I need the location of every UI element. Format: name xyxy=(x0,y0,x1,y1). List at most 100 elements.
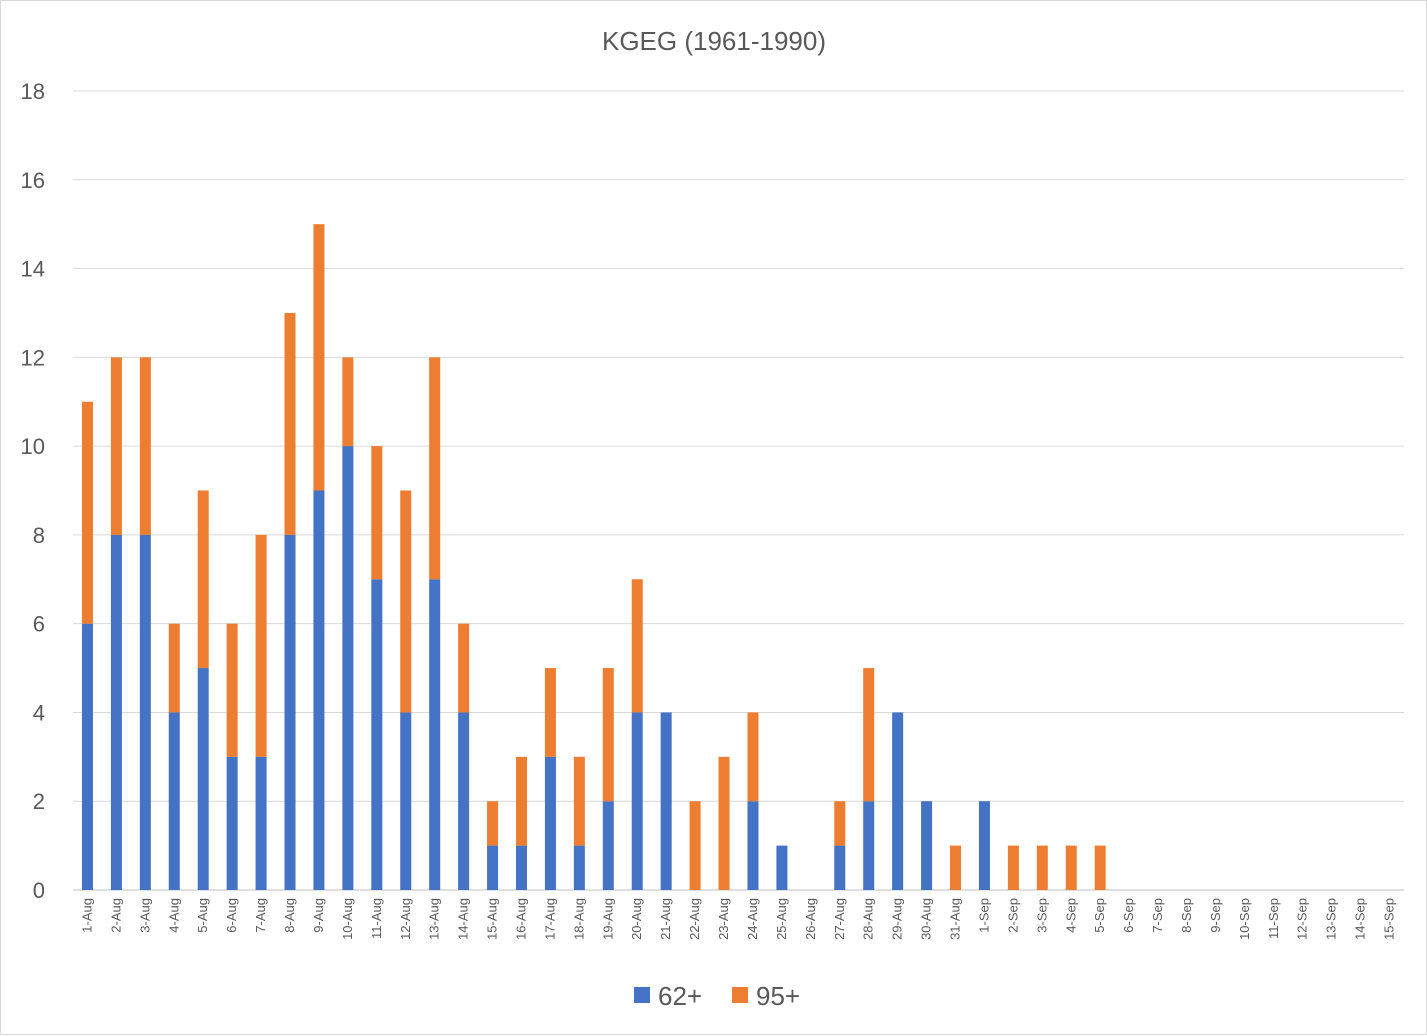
bar-series-62 xyxy=(573,845,585,890)
bar-series-95 xyxy=(429,357,441,580)
bar-series-62 xyxy=(834,845,846,890)
bar-series-62 xyxy=(429,579,441,890)
bar-series-95 xyxy=(1007,845,1019,890)
bar-series-95 xyxy=(400,490,412,713)
bar-series-95 xyxy=(284,312,296,535)
x-tick-label: 27-Aug xyxy=(832,898,847,940)
bar-series-95 xyxy=(458,623,470,713)
x-tick-label: 21-Aug xyxy=(658,898,673,940)
x-tick-label: 9-Sep xyxy=(1208,898,1223,933)
bar-series-62 xyxy=(313,490,325,890)
gridlines xyxy=(73,90,1404,891)
y-tick-label: 8 xyxy=(33,523,45,548)
x-tick-label: 2-Sep xyxy=(1005,898,1020,933)
bar-series-62 xyxy=(660,712,672,890)
legend-label-62: 62+ xyxy=(658,981,702,1011)
x-tick-label: 5-Aug xyxy=(195,898,210,933)
x-tick-label: 4-Aug xyxy=(166,898,181,933)
bar-series-95 xyxy=(573,756,585,846)
x-tick-label: 24-Aug xyxy=(745,898,760,940)
x-tick-label: 7-Sep xyxy=(1150,898,1165,933)
bar-series-95 xyxy=(1094,845,1106,890)
bar-series-62 xyxy=(400,712,412,890)
bar-series-62 xyxy=(81,623,93,890)
legend: 62+ 95+ xyxy=(634,981,800,1011)
bar-series-95 xyxy=(110,357,122,535)
y-tick-label: 14 xyxy=(21,257,45,282)
x-tick-label: 7-Aug xyxy=(253,898,268,933)
x-axis-ticks: 1-Aug 2-Aug 3-Aug 4-Aug 5-Aug 6-Aug 7-Aug 8-Aug… xyxy=(79,898,1396,940)
x-tick-label: 20-Aug xyxy=(629,898,644,940)
bar-series-62 xyxy=(458,712,470,890)
bar-series-95 xyxy=(1065,845,1077,890)
x-tick-label: 11-Aug xyxy=(369,898,384,939)
bar-series-62 xyxy=(139,534,151,890)
bar-series-62 xyxy=(371,579,383,890)
bar-series-62 xyxy=(544,756,556,890)
bar-series-62 xyxy=(602,801,614,890)
bar-series-95 xyxy=(863,668,875,802)
x-tick-label: 30-Aug xyxy=(919,898,934,940)
x-tick-label: 3-Aug xyxy=(137,898,152,933)
x-tick-label: 3-Sep xyxy=(1034,898,1049,933)
x-tick-label: 6-Sep xyxy=(1121,898,1136,933)
bar-series-62 xyxy=(110,534,122,890)
bar-series-62 xyxy=(892,712,904,890)
x-tick-label: 12-Sep xyxy=(1295,898,1310,940)
y-tick-label: 12 xyxy=(21,345,45,370)
bar-series-62 xyxy=(631,712,643,890)
bar-series-62 xyxy=(255,756,267,890)
x-tick-label: 12-Aug xyxy=(398,898,413,940)
bar-series-95 xyxy=(371,446,383,580)
x-tick-label: 31-Aug xyxy=(948,898,963,940)
x-tick-label: 26-Aug xyxy=(803,898,818,940)
bar-series-62 xyxy=(978,801,990,890)
y-tick-label: 6 xyxy=(33,612,45,637)
x-tick-label: 25-Aug xyxy=(774,898,789,940)
bar-series-62 xyxy=(342,446,354,890)
bar-series-62 xyxy=(487,845,499,890)
bar-series-62 xyxy=(776,845,788,890)
bar-series-95 xyxy=(950,845,962,890)
bar-series-62 xyxy=(168,712,180,890)
bar-series-95 xyxy=(342,357,354,447)
x-tick-label: 16-Aug xyxy=(513,898,528,940)
x-tick-label: 19-Aug xyxy=(600,898,615,940)
bar-series-95 xyxy=(689,801,701,890)
bar-series-62 xyxy=(863,801,875,890)
x-tick-label: 28-Aug xyxy=(861,898,876,940)
x-tick-label: 13-Sep xyxy=(1324,898,1339,940)
x-tick-label: 6-Aug xyxy=(224,898,239,933)
x-tick-label: 13-Aug xyxy=(427,898,442,940)
bar-series-95 xyxy=(255,534,267,757)
bar-series-95 xyxy=(197,490,209,669)
x-tick-label: 15-Sep xyxy=(1382,898,1397,940)
x-tick-label: 8-Sep xyxy=(1179,898,1194,933)
legend-swatch-95 xyxy=(732,987,748,1003)
bar-series-62 xyxy=(921,801,933,890)
bars xyxy=(81,224,1106,890)
x-tick-label: 22-Aug xyxy=(687,898,702,940)
x-tick-label: 15-Aug xyxy=(485,898,500,940)
bar-series-95 xyxy=(718,756,730,890)
x-tick-label: 18-Aug xyxy=(571,898,586,940)
bar-series-95 xyxy=(139,357,151,535)
x-tick-label: 1-Aug xyxy=(79,898,94,933)
legend-swatch-62 xyxy=(634,987,650,1003)
x-tick-label: 10-Sep xyxy=(1237,898,1252,940)
bar-series-95 xyxy=(81,401,93,624)
bar-series-95 xyxy=(226,623,238,757)
bar-series-62 xyxy=(197,668,209,890)
bar-series-95 xyxy=(313,224,325,491)
bar-series-62 xyxy=(226,756,238,890)
bar-series-95 xyxy=(834,801,846,846)
bar-series-95 xyxy=(544,668,556,757)
x-tick-label: 14-Sep xyxy=(1353,898,1368,940)
bar-series-95 xyxy=(747,712,759,802)
bar-series-62 xyxy=(747,801,759,890)
x-tick-label: 4-Sep xyxy=(1063,898,1078,933)
bar-series-62 xyxy=(515,845,527,890)
bar-series-62 xyxy=(284,534,296,890)
y-tick-label: 10 xyxy=(21,434,45,459)
